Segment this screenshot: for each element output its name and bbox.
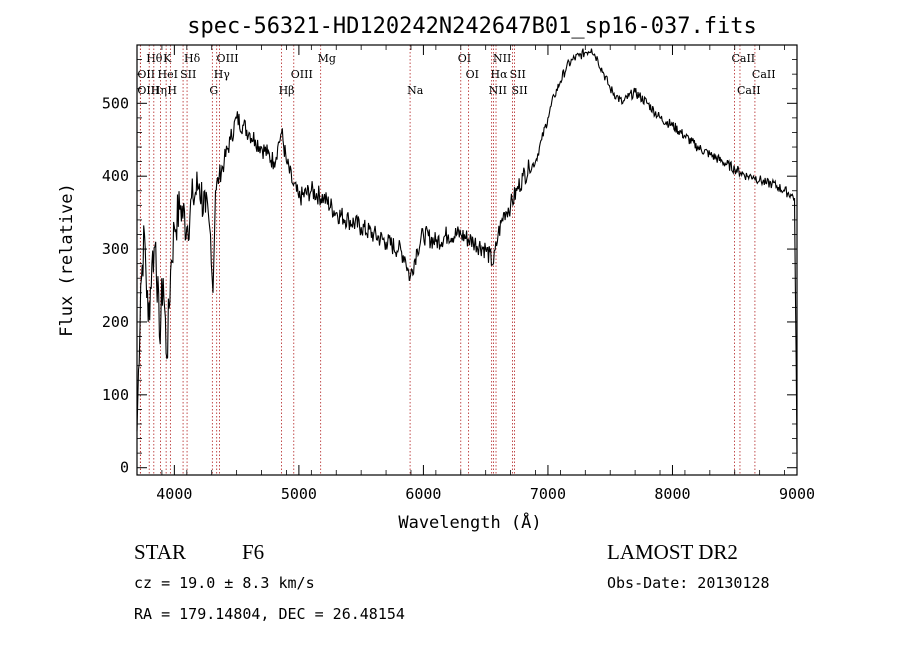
line-label: OIII — [291, 68, 313, 81]
line-label: K — [163, 52, 172, 65]
y-tick-label: 400 — [102, 167, 129, 185]
line-label: H — [167, 84, 177, 97]
line-label: Hθ — [146, 52, 163, 65]
axis-ticks: 4000 5000 6000 7000 8000 9000 0 100 200 300 400 500 — [102, 45, 815, 503]
plot-frame — [136, 44, 798, 476]
survey-name: LAMOST DR2 — [607, 540, 738, 564]
line-label: Hγ — [214, 68, 231, 81]
line-label: NII — [493, 52, 511, 65]
spectrum-series — [136, 48, 798, 454]
line-label: Hα — [491, 68, 509, 81]
object-subclass: F6 — [242, 540, 265, 564]
y-tick-label: 500 — [102, 94, 129, 112]
y-tick-label: 300 — [102, 240, 129, 258]
line-label: Mg — [318, 52, 336, 65]
line-label: NII — [489, 84, 507, 97]
line-label: HeI — [158, 68, 178, 81]
line-label: OI — [458, 52, 471, 65]
x-tick-label: 7000 — [530, 485, 566, 503]
observation-date: Obs-Date: 20130128 — [607, 574, 770, 592]
x-axis-label: Wavelength (Å) — [398, 511, 541, 533]
x-tick-label: 6000 — [405, 485, 441, 503]
line-label: Hδ — [184, 52, 201, 65]
line-label: CaII — [752, 68, 776, 81]
line-label: SII — [511, 84, 527, 97]
line-label: G — [209, 84, 218, 97]
object-class: STAR — [134, 540, 186, 564]
y-axis-label: Flux (relative) — [57, 183, 77, 337]
chart-title: spec-56321-HD120242N242647B01_sp16-037.f… — [187, 14, 757, 39]
ra-dec: RA = 179.14804, DEC = 26.48154 — [134, 605, 405, 623]
line-label: Hη — [151, 84, 167, 97]
redshift-cz: cz = 19.0 ± 8.3 km/s — [134, 574, 315, 592]
x-tick-label: 8000 — [654, 485, 690, 503]
line-label: OIII — [217, 52, 239, 65]
y-tick-label: 0 — [120, 459, 129, 477]
y-tick-label: 100 — [102, 386, 129, 404]
line-label: SII — [180, 68, 196, 81]
x-tick-label: 9000 — [779, 485, 815, 503]
line-label: SII — [510, 68, 526, 81]
line-label: Hβ — [279, 84, 295, 97]
line-label: CaII — [731, 52, 755, 65]
line-label: OI — [466, 68, 479, 81]
y-tick-label: 200 — [102, 313, 129, 331]
x-tick-label: 5000 — [281, 485, 317, 503]
line-label: Na — [407, 84, 424, 97]
x-tick-label: 4000 — [156, 485, 192, 503]
line-label: OII — [137, 68, 155, 81]
line-label: CaII — [737, 84, 761, 97]
